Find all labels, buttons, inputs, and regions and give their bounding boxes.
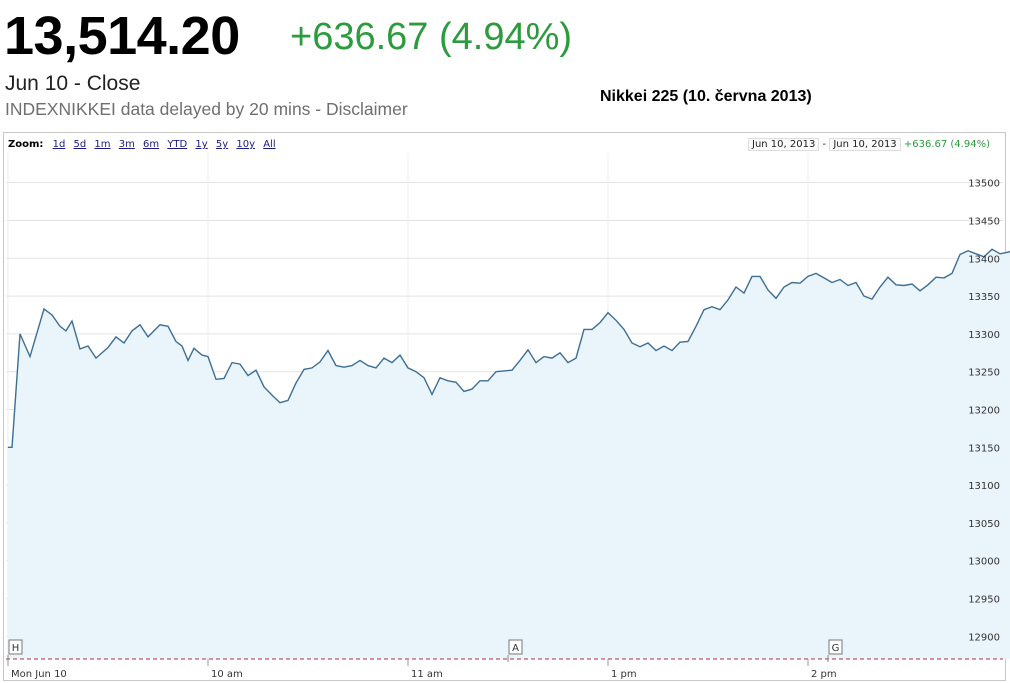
- y-tick-label: 13350: [968, 292, 1000, 303]
- disclaimer-link[interactable]: Disclaimer: [325, 99, 408, 119]
- range-change: +636.67 (4.94%): [903, 139, 990, 150]
- range-separator: -: [822, 139, 827, 150]
- y-tick-label: 13250: [968, 368, 1000, 379]
- y-tick-label: 13500: [968, 179, 1000, 190]
- zoom-option-1d[interactable]: 1d: [52, 139, 66, 150]
- range-start-date[interactable]: Jun 10, 2013: [748, 138, 820, 151]
- zoom-option-ytd[interactable]: YTD: [167, 139, 188, 150]
- news-marker-label: H: [12, 643, 20, 654]
- x-tick-label: 10 am: [211, 669, 243, 680]
- news-marker-a[interactable]: A: [507, 639, 523, 662]
- zoom-option-all[interactable]: All: [263, 139, 276, 150]
- delay-notice: INDEXNIKKEI data delayed by 20 mins - Di…: [5, 98, 408, 120]
- date-range-bar: Jun 10, 2013 - Jun 10, 2013 +636.67 (4.9…: [748, 138, 990, 151]
- zoom-option-5d[interactable]: 5d: [73, 139, 87, 150]
- y-tick-label: 13450: [968, 216, 1000, 227]
- price-line: [8, 248, 1010, 448]
- x-tick-label: 11 am: [411, 669, 443, 680]
- y-tick-label: 12900: [968, 632, 1000, 643]
- zoom-option-1m[interactable]: 1m: [94, 139, 111, 150]
- zoom-option-10y[interactable]: 10y: [236, 139, 256, 150]
- news-marker-box: [828, 639, 843, 655]
- close-label: Jun 10 - Close: [5, 72, 141, 95]
- y-tick-label: 12950: [968, 595, 1000, 606]
- y-tick-label: 13300: [968, 330, 1000, 341]
- y-tick-label: 13400: [968, 254, 1000, 265]
- index-price: 13,514.20: [4, 6, 240, 66]
- news-marker-h[interactable]: H: [7, 639, 23, 662]
- zoom-option-3m[interactable]: 3m: [118, 139, 135, 150]
- news-marker-g[interactable]: G: [827, 639, 843, 662]
- zoom-label: Zoom:: [8, 139, 44, 150]
- y-tick-label: 13000: [968, 557, 1000, 568]
- zoom-option-1y[interactable]: 1y: [195, 139, 208, 150]
- y-tick-label: 13200: [968, 406, 1000, 417]
- zoom-option-6m[interactable]: 6m: [143, 139, 160, 150]
- range-end-date[interactable]: Jun 10, 2013: [829, 138, 901, 151]
- price-area: [8, 249, 1010, 659]
- price-change: +636.67 (4.94%): [290, 16, 573, 58]
- news-marker-label: G: [832, 643, 840, 654]
- delay-notice-text: INDEXNIKKEI data delayed by 20 mins -: [5, 99, 326, 119]
- y-tick-label: 13100: [968, 481, 1000, 492]
- chart-caption: Nikkei 225 (10. června 2013): [600, 88, 812, 105]
- zoom-bar: Zoom: 1d 5d 1m 3m 6m YTD 1y 5y 10y All: [8, 139, 281, 151]
- y-tick-label: 13150: [968, 443, 1000, 454]
- zoom-option-5y[interactable]: 5y: [215, 139, 229, 150]
- x-tick-label: 2 pm: [811, 669, 837, 680]
- x-tick-label: 1 pm: [611, 669, 637, 680]
- news-marker-label: A: [512, 643, 519, 654]
- x-tick-label: Mon Jun 10: [11, 669, 67, 680]
- y-tick-label: 13050: [968, 519, 1000, 530]
- news-marker-box: [508, 639, 523, 655]
- news-marker-box: [8, 639, 23, 655]
